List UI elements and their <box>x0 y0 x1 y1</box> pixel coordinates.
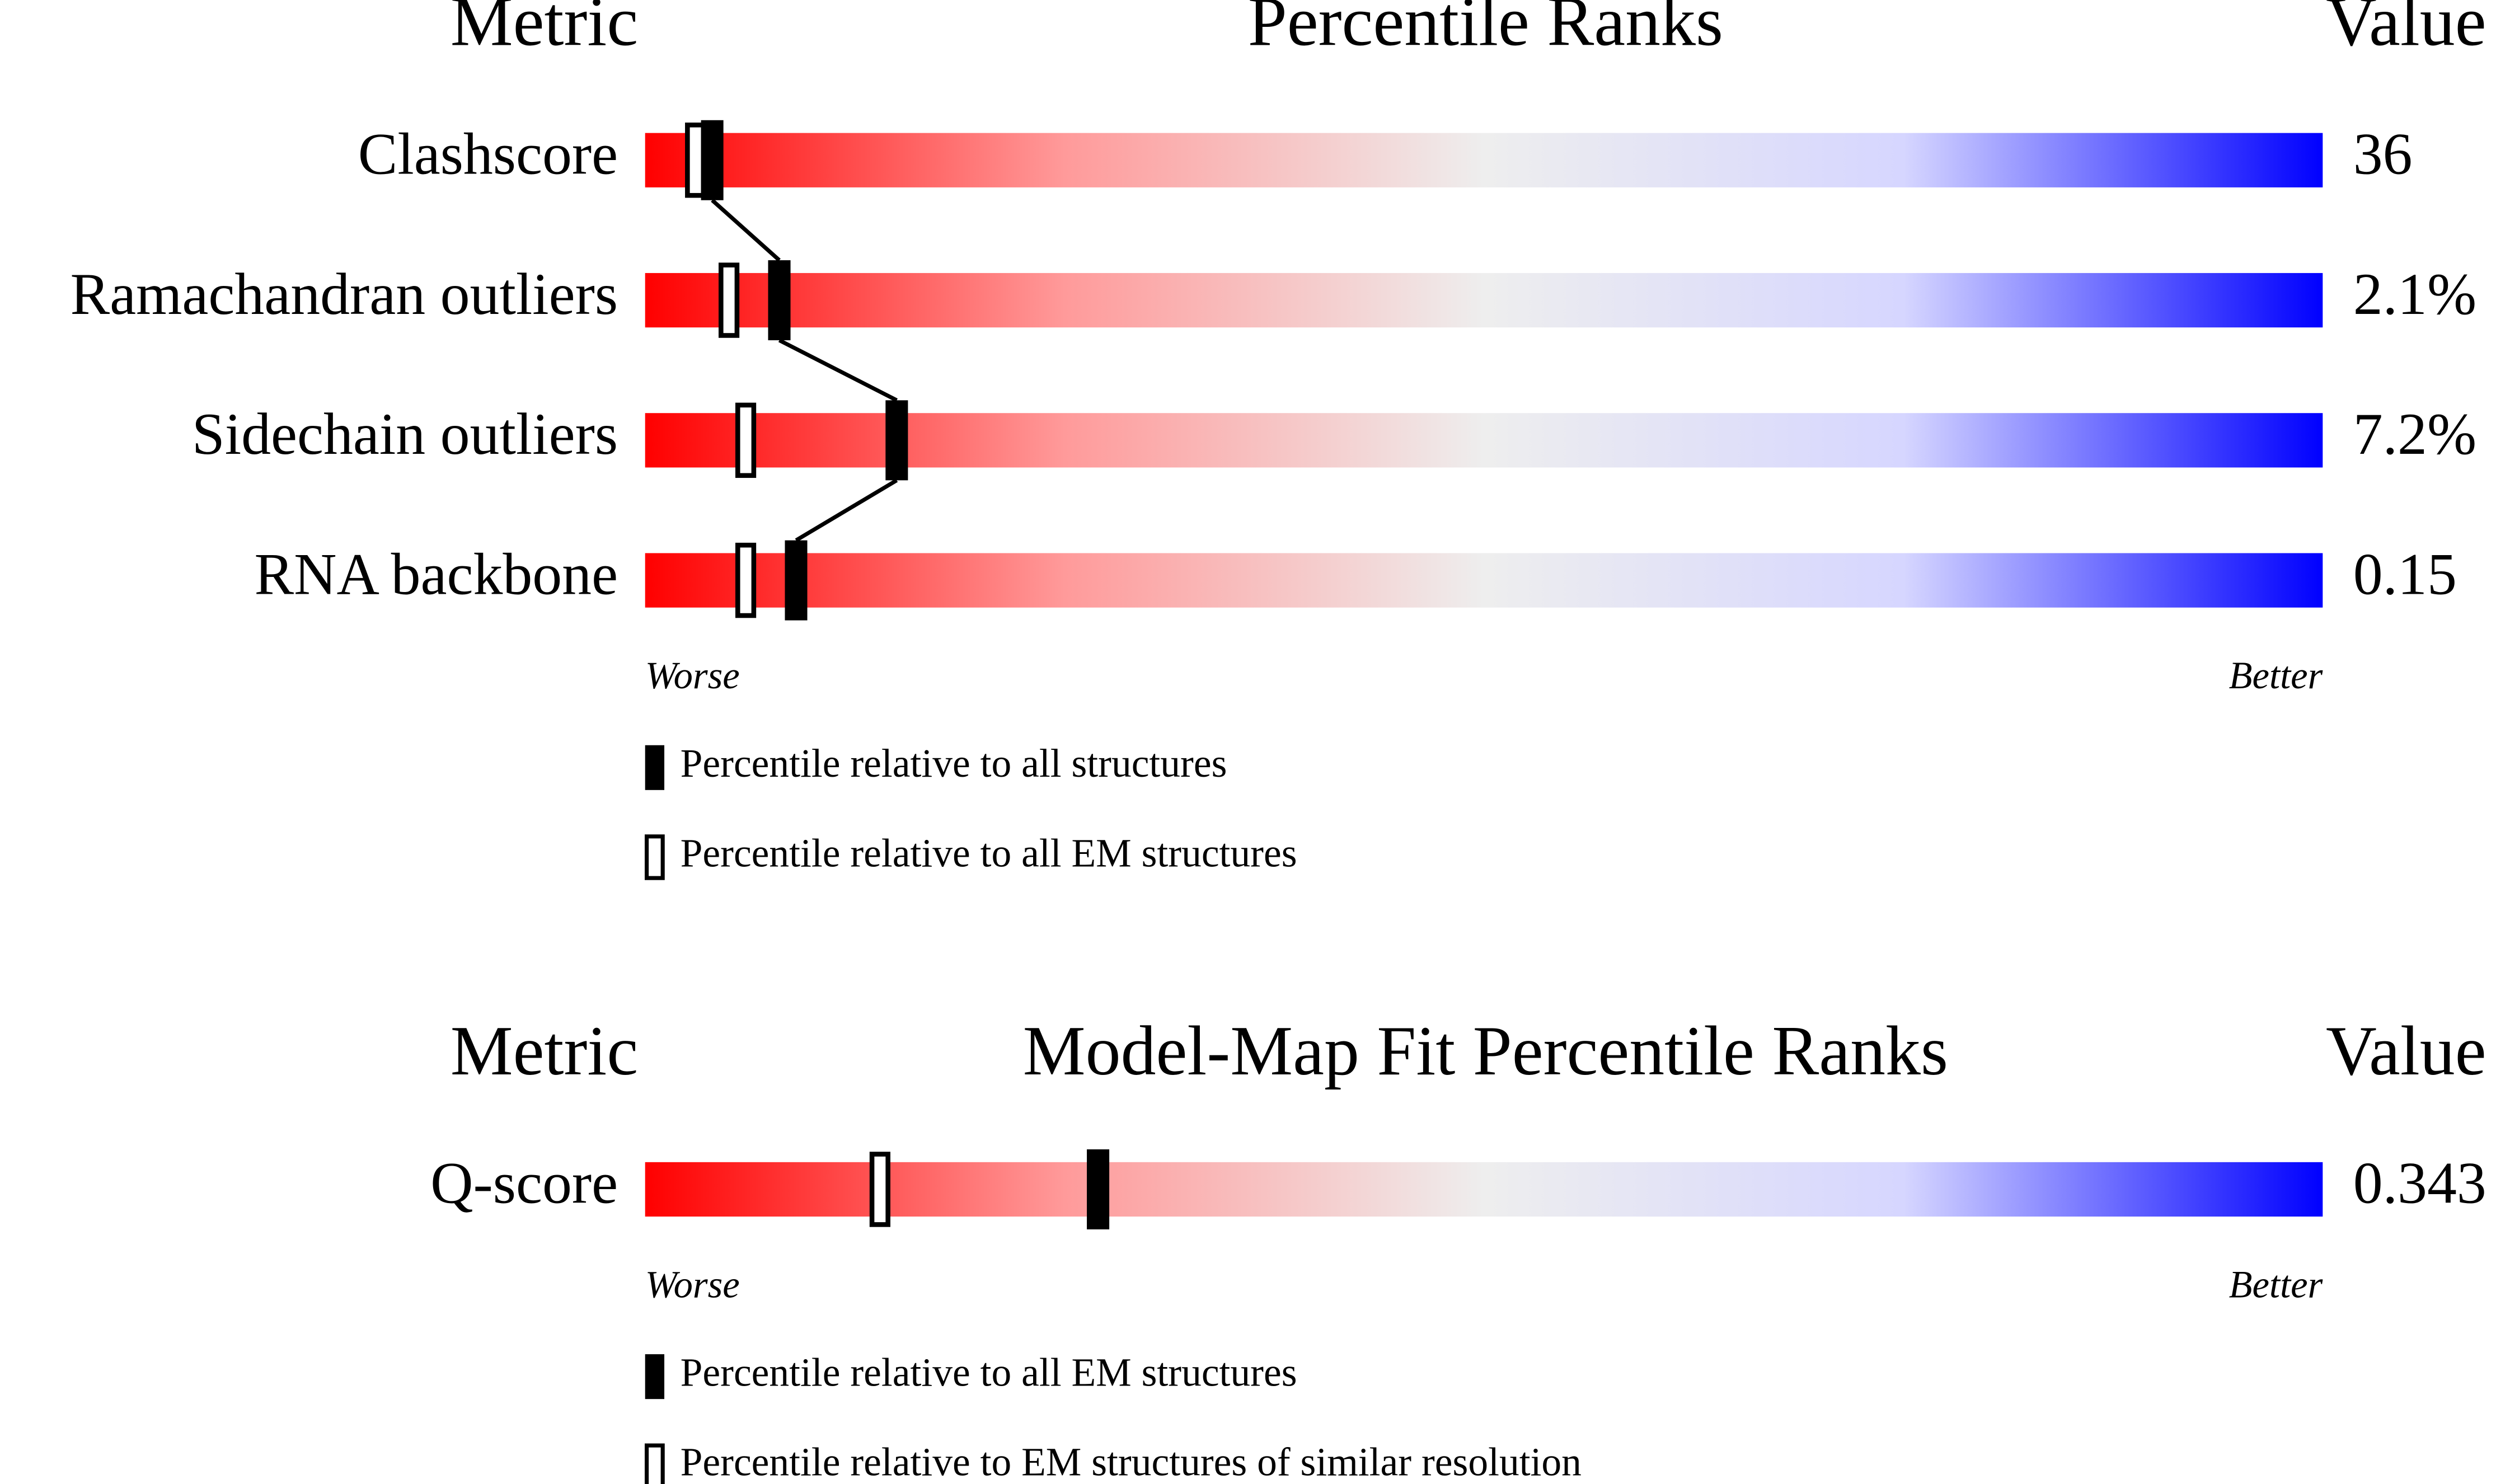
metric-label: Q-score <box>430 1150 618 1216</box>
worse-label: Worse <box>645 1264 740 1306</box>
legend-open-text: Percentile relative to all EM structures <box>681 831 1297 875</box>
open-marker <box>869 1152 890 1227</box>
legend-open-text: Percentile relative to EM structures of … <box>681 1440 1582 1484</box>
legend-open-icon <box>644 1443 665 1484</box>
metric-label: RNA backbone <box>255 541 618 607</box>
legend-filled-text: Percentile relative to all structures <box>681 741 1227 786</box>
connector <box>795 478 898 542</box>
open-marker <box>685 123 706 198</box>
legend-filled-icon <box>645 1354 665 1400</box>
percentile-bar <box>645 413 2323 468</box>
metric-value: 36 <box>2353 121 2413 187</box>
open-marker <box>735 402 757 478</box>
metric-header: Metric <box>451 1012 638 1090</box>
legend-open-icon <box>644 834 665 880</box>
connector <box>711 199 781 262</box>
value-header: Value <box>2326 0 2486 61</box>
metric-label: Sidechain outliers <box>192 401 618 467</box>
value-header: Value <box>2326 1012 2486 1090</box>
better-label: Better <box>2229 654 2323 697</box>
metric-value: 7.2% <box>2353 401 2476 467</box>
metric-value: 0.15 <box>2353 541 2457 607</box>
percentile-bar <box>645 1162 2323 1217</box>
metric-header: Metric <box>451 0 638 61</box>
legend-filled-text: Percentile relative to all EM structures <box>681 1351 1297 1395</box>
section-title: Model-Map Fit Percentile Ranks <box>1023 1012 1948 1090</box>
open-marker <box>735 542 757 618</box>
connector <box>778 338 898 402</box>
metric-value: 0.343 <box>2353 1150 2486 1216</box>
filled-marker <box>768 260 791 341</box>
percentile-bar <box>645 273 2323 328</box>
filled-marker <box>785 540 808 621</box>
metric-label: Ramachandran outliers <box>71 261 618 327</box>
filled-marker <box>701 120 724 200</box>
percentile-bar <box>645 553 2323 608</box>
filled-marker <box>1087 1149 1110 1229</box>
legend-filled-icon <box>645 745 665 790</box>
metric-value: 2.1% <box>2353 261 2476 327</box>
percentile-bar <box>645 133 2323 187</box>
worse-label: Worse <box>645 654 740 697</box>
section-title: Percentile Ranks <box>1248 0 1723 61</box>
open-marker <box>719 262 740 338</box>
metric-label: Clashscore <box>358 121 618 187</box>
filled-marker <box>885 400 908 481</box>
better-label: Better <box>2229 1264 2323 1306</box>
